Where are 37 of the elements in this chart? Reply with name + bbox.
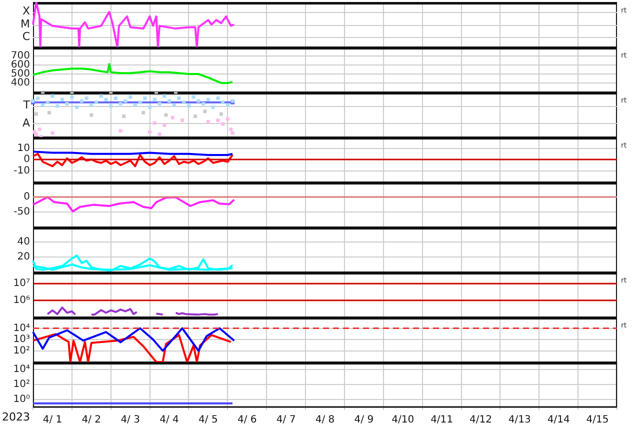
x-tick-label: 4/ 7 <box>276 414 296 424</box>
x-tick-label: 4/ 8 <box>315 414 335 424</box>
y-tick-label: 40 <box>17 236 30 248</box>
x-tick-label: 4/12 <box>470 414 492 424</box>
x-tick-label: 4/11 <box>430 414 454 424</box>
text: X <box>22 4 30 18</box>
x-tick-label: 4/15 <box>586 414 609 424</box>
y-tick-label: 10⁴ <box>13 364 30 376</box>
text: T <box>22 98 30 112</box>
x-tick-label: 4/14 <box>547 414 570 424</box>
y-tick-label: 10⁰ <box>13 394 30 406</box>
x-tick-label: 4/ 6 <box>237 414 257 424</box>
y-tick-label: 10² <box>13 379 30 390</box>
y-tick-label: 0 <box>24 154 30 166</box>
y-tick-label: 10³ <box>13 334 30 346</box>
x-tick-label: 4/13 <box>508 414 531 424</box>
y-tick-label: 0 <box>24 192 30 203</box>
y-tick-label: -50 <box>14 206 30 218</box>
x-tick-label: 4/ 3 <box>120 414 140 424</box>
y-tick-label: -10 <box>14 165 30 176</box>
y-tick-label: 10⁴ <box>13 322 30 334</box>
y-tick-label: 20 <box>17 252 30 263</box>
text: C <box>22 30 30 44</box>
x-tick-label: 4/ 2 <box>82 414 102 424</box>
y-tick-label: 400 <box>10 78 30 89</box>
y-tick-label: 10⁶ <box>13 294 30 306</box>
y-tick-label: 10 <box>17 142 30 154</box>
y-tick-label: 10² <box>13 345 30 356</box>
text: A <box>22 116 30 130</box>
text: M <box>20 17 30 30</box>
y-tick-label: 10⁷ <box>13 278 30 290</box>
x-tick-label: 4/10 <box>392 414 414 424</box>
x-tick-label: 4/ 5 <box>198 414 218 424</box>
x-tick-label: 4/ 1 <box>42 414 62 424</box>
x-tick-label: 4/ 9 <box>354 414 374 424</box>
x-tick-label: 4/ 4 <box>160 414 179 424</box>
x-axis-title: 2023 <box>2 410 30 424</box>
